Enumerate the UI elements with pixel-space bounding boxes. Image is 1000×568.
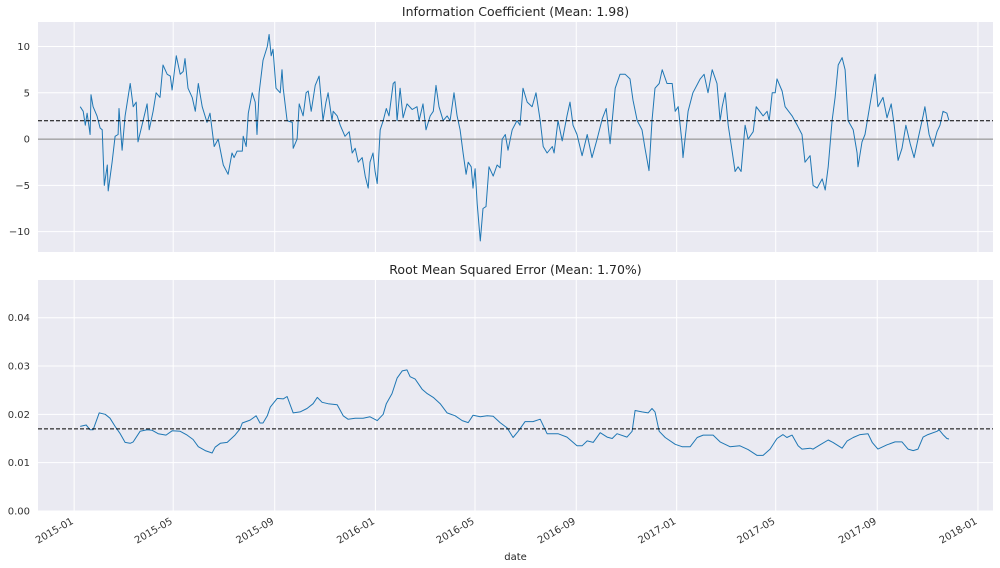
y-tick-label: 0: [24, 135, 30, 146]
x-tick-label: 2016-05: [435, 516, 477, 546]
y-tick-label: 10: [17, 42, 30, 53]
y-tick-label: 0.01: [8, 458, 30, 469]
x-tick-label: 2016-09: [536, 516, 578, 546]
y-tick-label: −10: [9, 227, 30, 238]
ic-panel: 10 5 0 −5 −10 Information Coefficient (Mean: …: [9, 4, 993, 252]
y-tick-label: 0.04: [8, 313, 30, 324]
x-tick-label: 2015-01: [34, 516, 76, 546]
y-tick-label: 5: [24, 88, 30, 99]
x-tick-label: 2017-09: [837, 516, 879, 546]
y-tick-label: 0.03: [8, 362, 30, 373]
y-tick-label: −5: [15, 181, 30, 192]
x-tick-label: 2016-01: [335, 516, 377, 546]
chart-title: Information Coefficient (Mean: 1.98): [402, 4, 629, 19]
x-tick-label: 2017-01: [636, 516, 678, 546]
x-tick-label: 2015-05: [133, 516, 175, 546]
x-tick-label: 2015-09: [235, 516, 277, 546]
rmse-series-line: [80, 369, 950, 456]
rmse-panel: 0.00 0.01 0.02 0.03 0.04 Root Mean Squared Er…: [8, 262, 993, 563]
x-axis-label: date: [504, 552, 527, 563]
y-tick-label: 0.02: [8, 410, 30, 421]
x-tick-label: 2017-05: [736, 516, 778, 546]
plot-background: [38, 280, 993, 511]
x-tick-label: 2018-01: [938, 516, 980, 546]
plot-background: [38, 22, 993, 252]
chart-title: Root Mean Squared Error (Mean: 1.70%): [389, 262, 641, 277]
y-tick-label: 0.00: [8, 507, 30, 518]
